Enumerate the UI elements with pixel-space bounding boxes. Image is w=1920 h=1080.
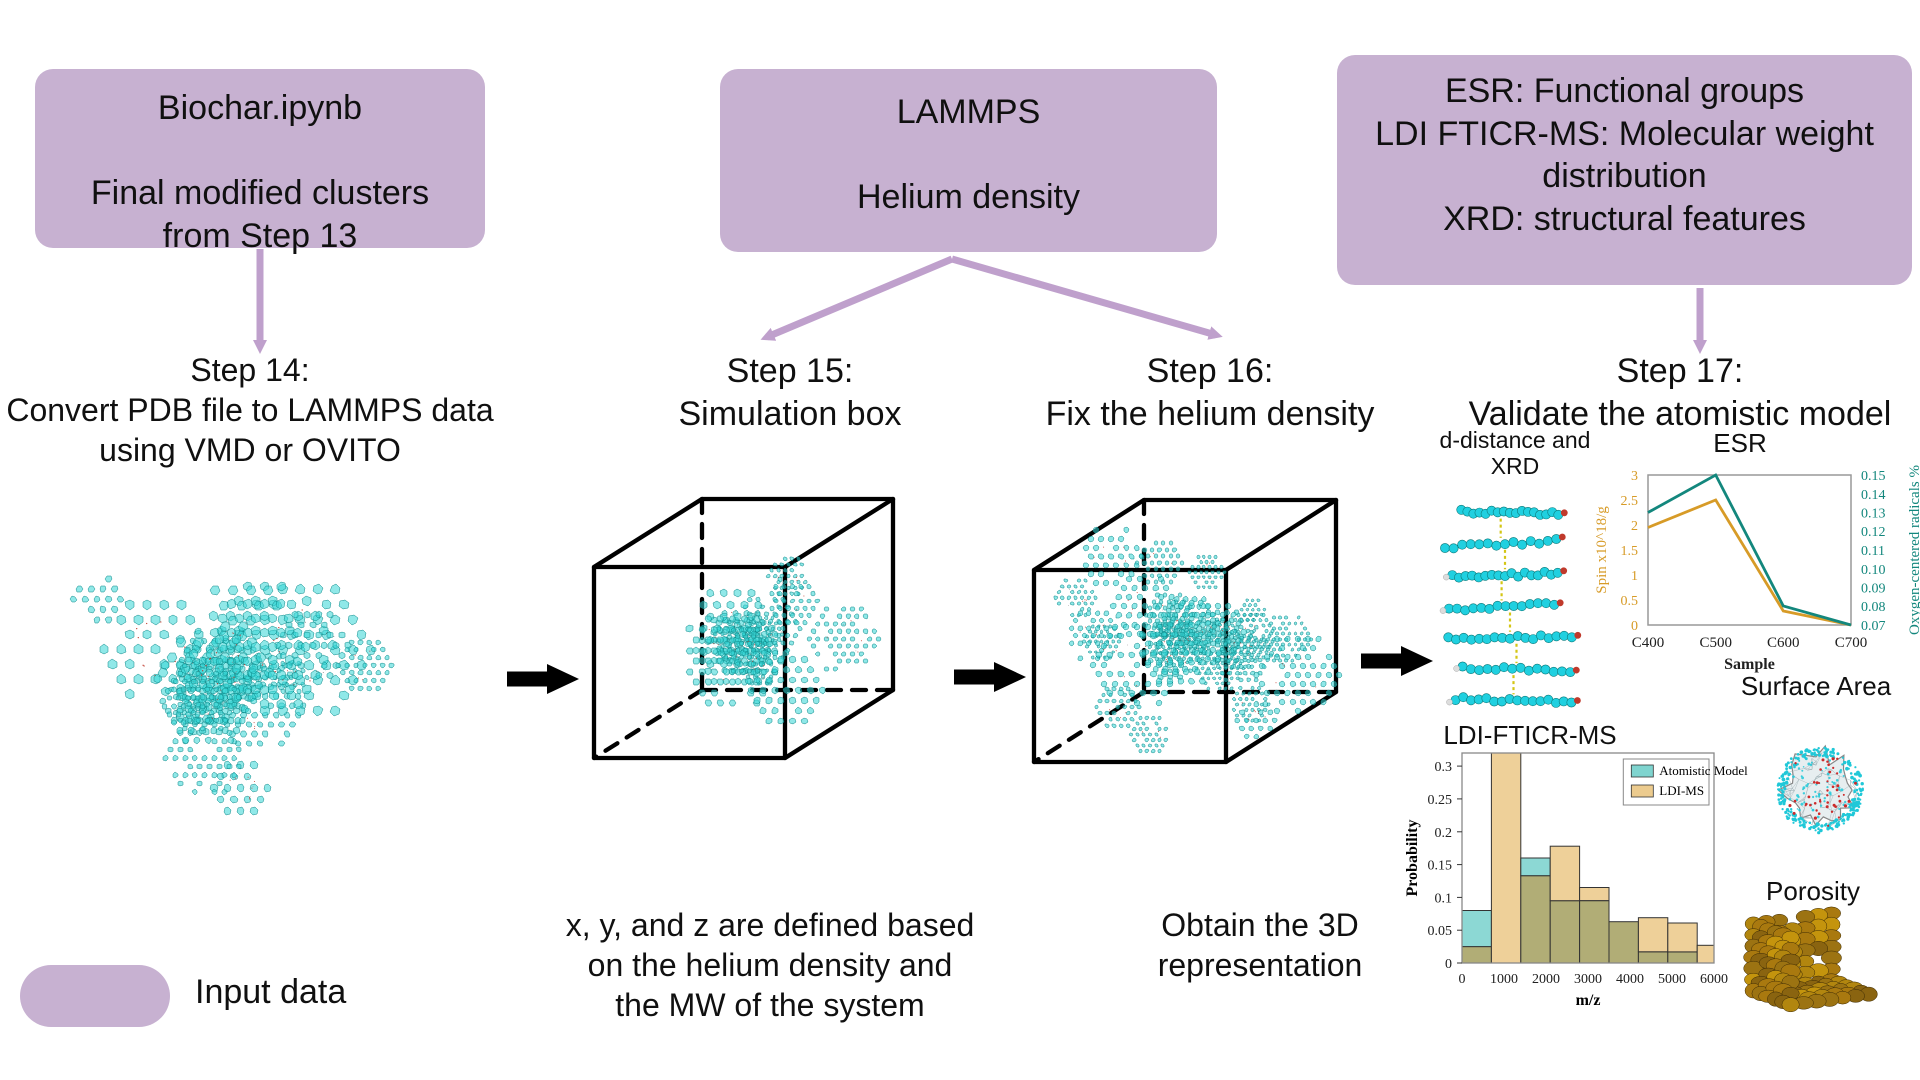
svg-text:Oxygen-centered radicals %: Oxygen-centered radicals % <box>1907 465 1920 635</box>
svg-text:0.13: 0.13 <box>1861 507 1886 522</box>
svg-text:Spin x10^18/g: Spin x10^18/g <box>1594 506 1610 594</box>
svg-text:Probability: Probability <box>1404 819 1421 896</box>
svg-text:0.1: 0.1 <box>1435 891 1453 906</box>
svg-text:0.15: 0.15 <box>1861 469 1886 484</box>
svg-text:0.07: 0.07 <box>1861 619 1886 634</box>
svg-text:Sample: Sample <box>1724 656 1775 673</box>
svg-text:1000: 1000 <box>1490 972 1518 987</box>
svg-text:2000: 2000 <box>1532 972 1560 987</box>
svg-text:0: 0 <box>1445 957 1452 972</box>
svg-text:Atomistic Model: Atomistic Model <box>1659 763 1748 778</box>
svg-text:2.5: 2.5 <box>1621 494 1639 509</box>
svg-text:0.15: 0.15 <box>1428 859 1453 874</box>
svg-text:0.25: 0.25 <box>1428 793 1453 808</box>
svg-text:Porosity: Porosity <box>1766 876 1860 906</box>
svg-text:C700: C700 <box>1835 635 1868 651</box>
svg-text:3000: 3000 <box>1574 972 1602 987</box>
svg-text:0.12: 0.12 <box>1861 525 1886 540</box>
svg-text:m/z: m/z <box>1576 992 1601 1009</box>
svg-text:0.08: 0.08 <box>1861 600 1886 615</box>
svg-text:0: 0 <box>1631 619 1638 634</box>
svg-text:1: 1 <box>1631 569 1638 584</box>
svg-text:C500: C500 <box>1699 635 1732 651</box>
svg-text:C400: C400 <box>1632 635 1665 651</box>
svg-text:C600: C600 <box>1767 635 1800 651</box>
svg-text:5000: 5000 <box>1658 972 1686 987</box>
svg-text:0.10: 0.10 <box>1861 563 1886 578</box>
svg-text:0.05: 0.05 <box>1428 924 1453 939</box>
svg-text:Surface Area: Surface Area <box>1741 671 1892 701</box>
svg-text:XRD: XRD <box>1491 453 1540 479</box>
svg-text:0.14: 0.14 <box>1861 488 1886 503</box>
svg-text:0.09: 0.09 <box>1861 582 1886 597</box>
svg-text:LDI-FTICR-MS: LDI-FTICR-MS <box>1443 720 1616 750</box>
svg-text:0.2: 0.2 <box>1435 826 1453 841</box>
svg-text:0.3: 0.3 <box>1435 760 1453 775</box>
svg-text:2: 2 <box>1631 519 1638 534</box>
svg-text:4000: 4000 <box>1616 972 1644 987</box>
svg-text:3: 3 <box>1631 469 1638 484</box>
svg-text:6000: 6000 <box>1700 972 1728 987</box>
svg-text:0.11: 0.11 <box>1861 544 1885 559</box>
svg-text:0: 0 <box>1459 972 1466 987</box>
svg-text:LDI-MS: LDI-MS <box>1659 783 1704 798</box>
svg-text:1.5: 1.5 <box>1621 544 1639 559</box>
svg-text:0.5: 0.5 <box>1621 594 1639 609</box>
